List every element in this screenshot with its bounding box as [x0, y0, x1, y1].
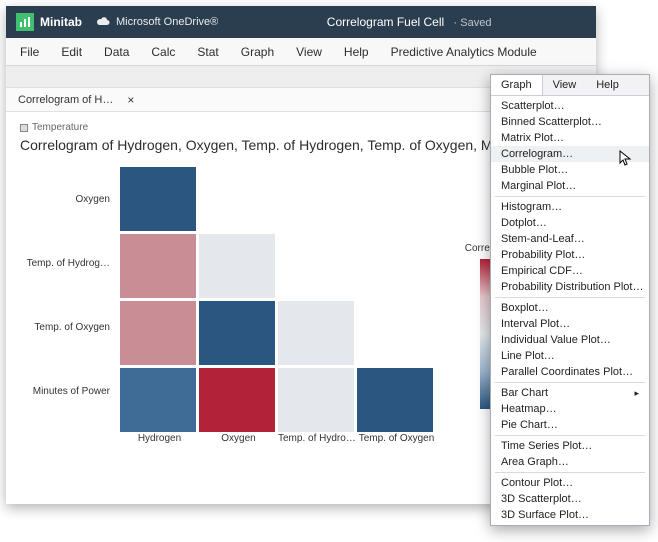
- submenu-arrow-icon: ▸: [634, 388, 639, 399]
- correlogram-cell: [278, 368, 354, 432]
- menu-item-binned-scatterplot[interactable]: Binned Scatterplot…: [491, 114, 649, 130]
- menu-item-histogram[interactable]: Histogram…: [491, 199, 649, 215]
- cursor-icon: [619, 150, 633, 169]
- correlogram-cell: [199, 301, 275, 365]
- menu-data[interactable]: Data: [104, 45, 129, 59]
- x-label: Oxygen: [199, 433, 278, 444]
- menu-stat[interactable]: Stat: [197, 45, 218, 59]
- y-label: Temp. of Oxygen: [20, 295, 116, 359]
- menu-edit[interactable]: Edit: [61, 45, 82, 59]
- menu-item-individual-value-plot[interactable]: Individual Value Plot…: [491, 332, 649, 348]
- y-axis-labels: OxygenTemp. of Hydrog…Temp. of OxygenMin…: [20, 167, 116, 423]
- correlogram-cell: [120, 301, 196, 365]
- x-axis-labels: HydrogenOxygenTemp. of HydrogenTemp. of …: [120, 433, 436, 444]
- menu-predictive-analytics-module[interactable]: Predictive Analytics Module: [391, 45, 537, 59]
- onedrive-icon: [96, 16, 110, 29]
- legend-label: Correl: [465, 243, 492, 254]
- correlogram-cell: [278, 234, 354, 298]
- document-name: Correlogram Fuel Cell: [327, 15, 444, 29]
- menu-item-stem-and-leaf[interactable]: Stem-and-Leaf…: [491, 231, 649, 247]
- correlogram-cell: [199, 234, 275, 298]
- correlogram-cell: [120, 234, 196, 298]
- menu-item-interval-plot[interactable]: Interval Plot…: [491, 316, 649, 332]
- correlogram-cell: [357, 368, 433, 432]
- menu-item-line-plot[interactable]: Line Plot…: [491, 348, 649, 364]
- menu-separator: [495, 472, 645, 473]
- x-label: Temp. of Hydrogen: [278, 433, 357, 444]
- menu-item-probability-plot[interactable]: Probability Plot…: [491, 247, 649, 263]
- menu-item-time-series-plot[interactable]: Time Series Plot…: [491, 438, 649, 454]
- correlogram-cell: [357, 234, 433, 298]
- menu-item-correlogram[interactable]: Correlogram…: [491, 146, 649, 162]
- menu-item-probability-distribution-plot[interactable]: Probability Distribution Plot…: [491, 279, 649, 295]
- correlogram-cell: [120, 167, 196, 231]
- popup-tab-view[interactable]: View: [543, 75, 587, 95]
- menu-item-contour-plot[interactable]: Contour Plot…: [491, 475, 649, 491]
- x-label: Temp. of Oxygen: [357, 433, 436, 444]
- menu-separator: [495, 435, 645, 436]
- menu-separator: [495, 297, 645, 298]
- graph-menu-list: Scatterplot…Binned Scatterplot…Matrix Pl…: [491, 96, 649, 525]
- title-bar: Minitab Microsoft OneDrive® Correlogram …: [6, 6, 596, 38]
- menu-item-bar-chart[interactable]: Bar Chart▸: [491, 385, 649, 401]
- minitab-icon: [16, 13, 34, 31]
- storage-label: Microsoft OneDrive®: [116, 16, 218, 28]
- app-logo: Minitab: [16, 13, 82, 31]
- menu-item-3d-scatterplot[interactable]: 3D Scatterplot…: [491, 491, 649, 507]
- menu-item-pie-chart[interactable]: Pie Chart…: [491, 417, 649, 433]
- menu-item-marginal-plot[interactable]: Marginal Plot…: [491, 178, 649, 194]
- graph-menu-popup: GraphViewHelp Scatterplot…Binned Scatter…: [490, 74, 650, 526]
- correlogram-cell: [357, 301, 433, 365]
- menu-bar: File Edit Data Calc Stat Graph View Help Predict…: [6, 38, 596, 66]
- menu-file[interactable]: File: [20, 45, 39, 59]
- correlogram-cell: [199, 167, 275, 231]
- menu-view[interactable]: View: [296, 45, 322, 59]
- menu-item-area-graph[interactable]: Area Graph…: [491, 454, 649, 470]
- storage-location[interactable]: Microsoft OneDrive®: [96, 16, 218, 29]
- correlogram-grid: [120, 167, 433, 432]
- popup-tab-help[interactable]: Help: [586, 75, 629, 95]
- menu-item-parallel-coordinates-plot[interactable]: Parallel Coordinates Plot…: [491, 364, 649, 380]
- save-state: · Saved: [454, 17, 492, 29]
- menu-separator: [495, 196, 645, 197]
- correlogram-cell: [357, 167, 433, 231]
- menu-item-heatmap[interactable]: Heatmap…: [491, 401, 649, 417]
- tab-correlogram[interactable]: Correlogram of H…: [14, 92, 117, 108]
- popup-tab-head: GraphViewHelp: [491, 75, 649, 96]
- breadcrumb-icon: [20, 124, 28, 132]
- x-label: Hydrogen: [120, 433, 199, 444]
- correlogram-cell: [278, 301, 354, 365]
- y-label: Temp. of Hydrog…: [20, 231, 116, 295]
- menu-item-dotplot[interactable]: Dotplot…: [491, 215, 649, 231]
- popup-tab-graph[interactable]: Graph: [491, 75, 543, 95]
- tab-close-icon[interactable]: ×: [123, 93, 138, 107]
- y-label: Minutes of Power: [20, 359, 116, 423]
- breadcrumb-label: Temperature: [32, 122, 88, 133]
- document-title-area: Correlogram Fuel Cell · Saved: [327, 15, 492, 29]
- menu-item-boxplot[interactable]: Boxplot…: [491, 300, 649, 316]
- correlogram-cell: [278, 167, 354, 231]
- menu-item-matrix-plot[interactable]: Matrix Plot…: [491, 130, 649, 146]
- menu-calc[interactable]: Calc: [151, 45, 175, 59]
- y-label: Oxygen: [20, 167, 116, 231]
- correlogram-cell: [120, 368, 196, 432]
- correlogram-cell: [199, 368, 275, 432]
- menu-separator: [495, 382, 645, 383]
- menu-item-3d-surface-plot[interactable]: 3D Surface Plot…: [491, 507, 649, 523]
- app-name: Minitab: [40, 15, 82, 29]
- menu-item-empirical-cdf[interactable]: Empirical CDF…: [491, 263, 649, 279]
- menu-help[interactable]: Help: [344, 45, 369, 59]
- menu-item-scatterplot[interactable]: Scatterplot…: [491, 98, 649, 114]
- menu-graph[interactable]: Graph: [241, 45, 274, 59]
